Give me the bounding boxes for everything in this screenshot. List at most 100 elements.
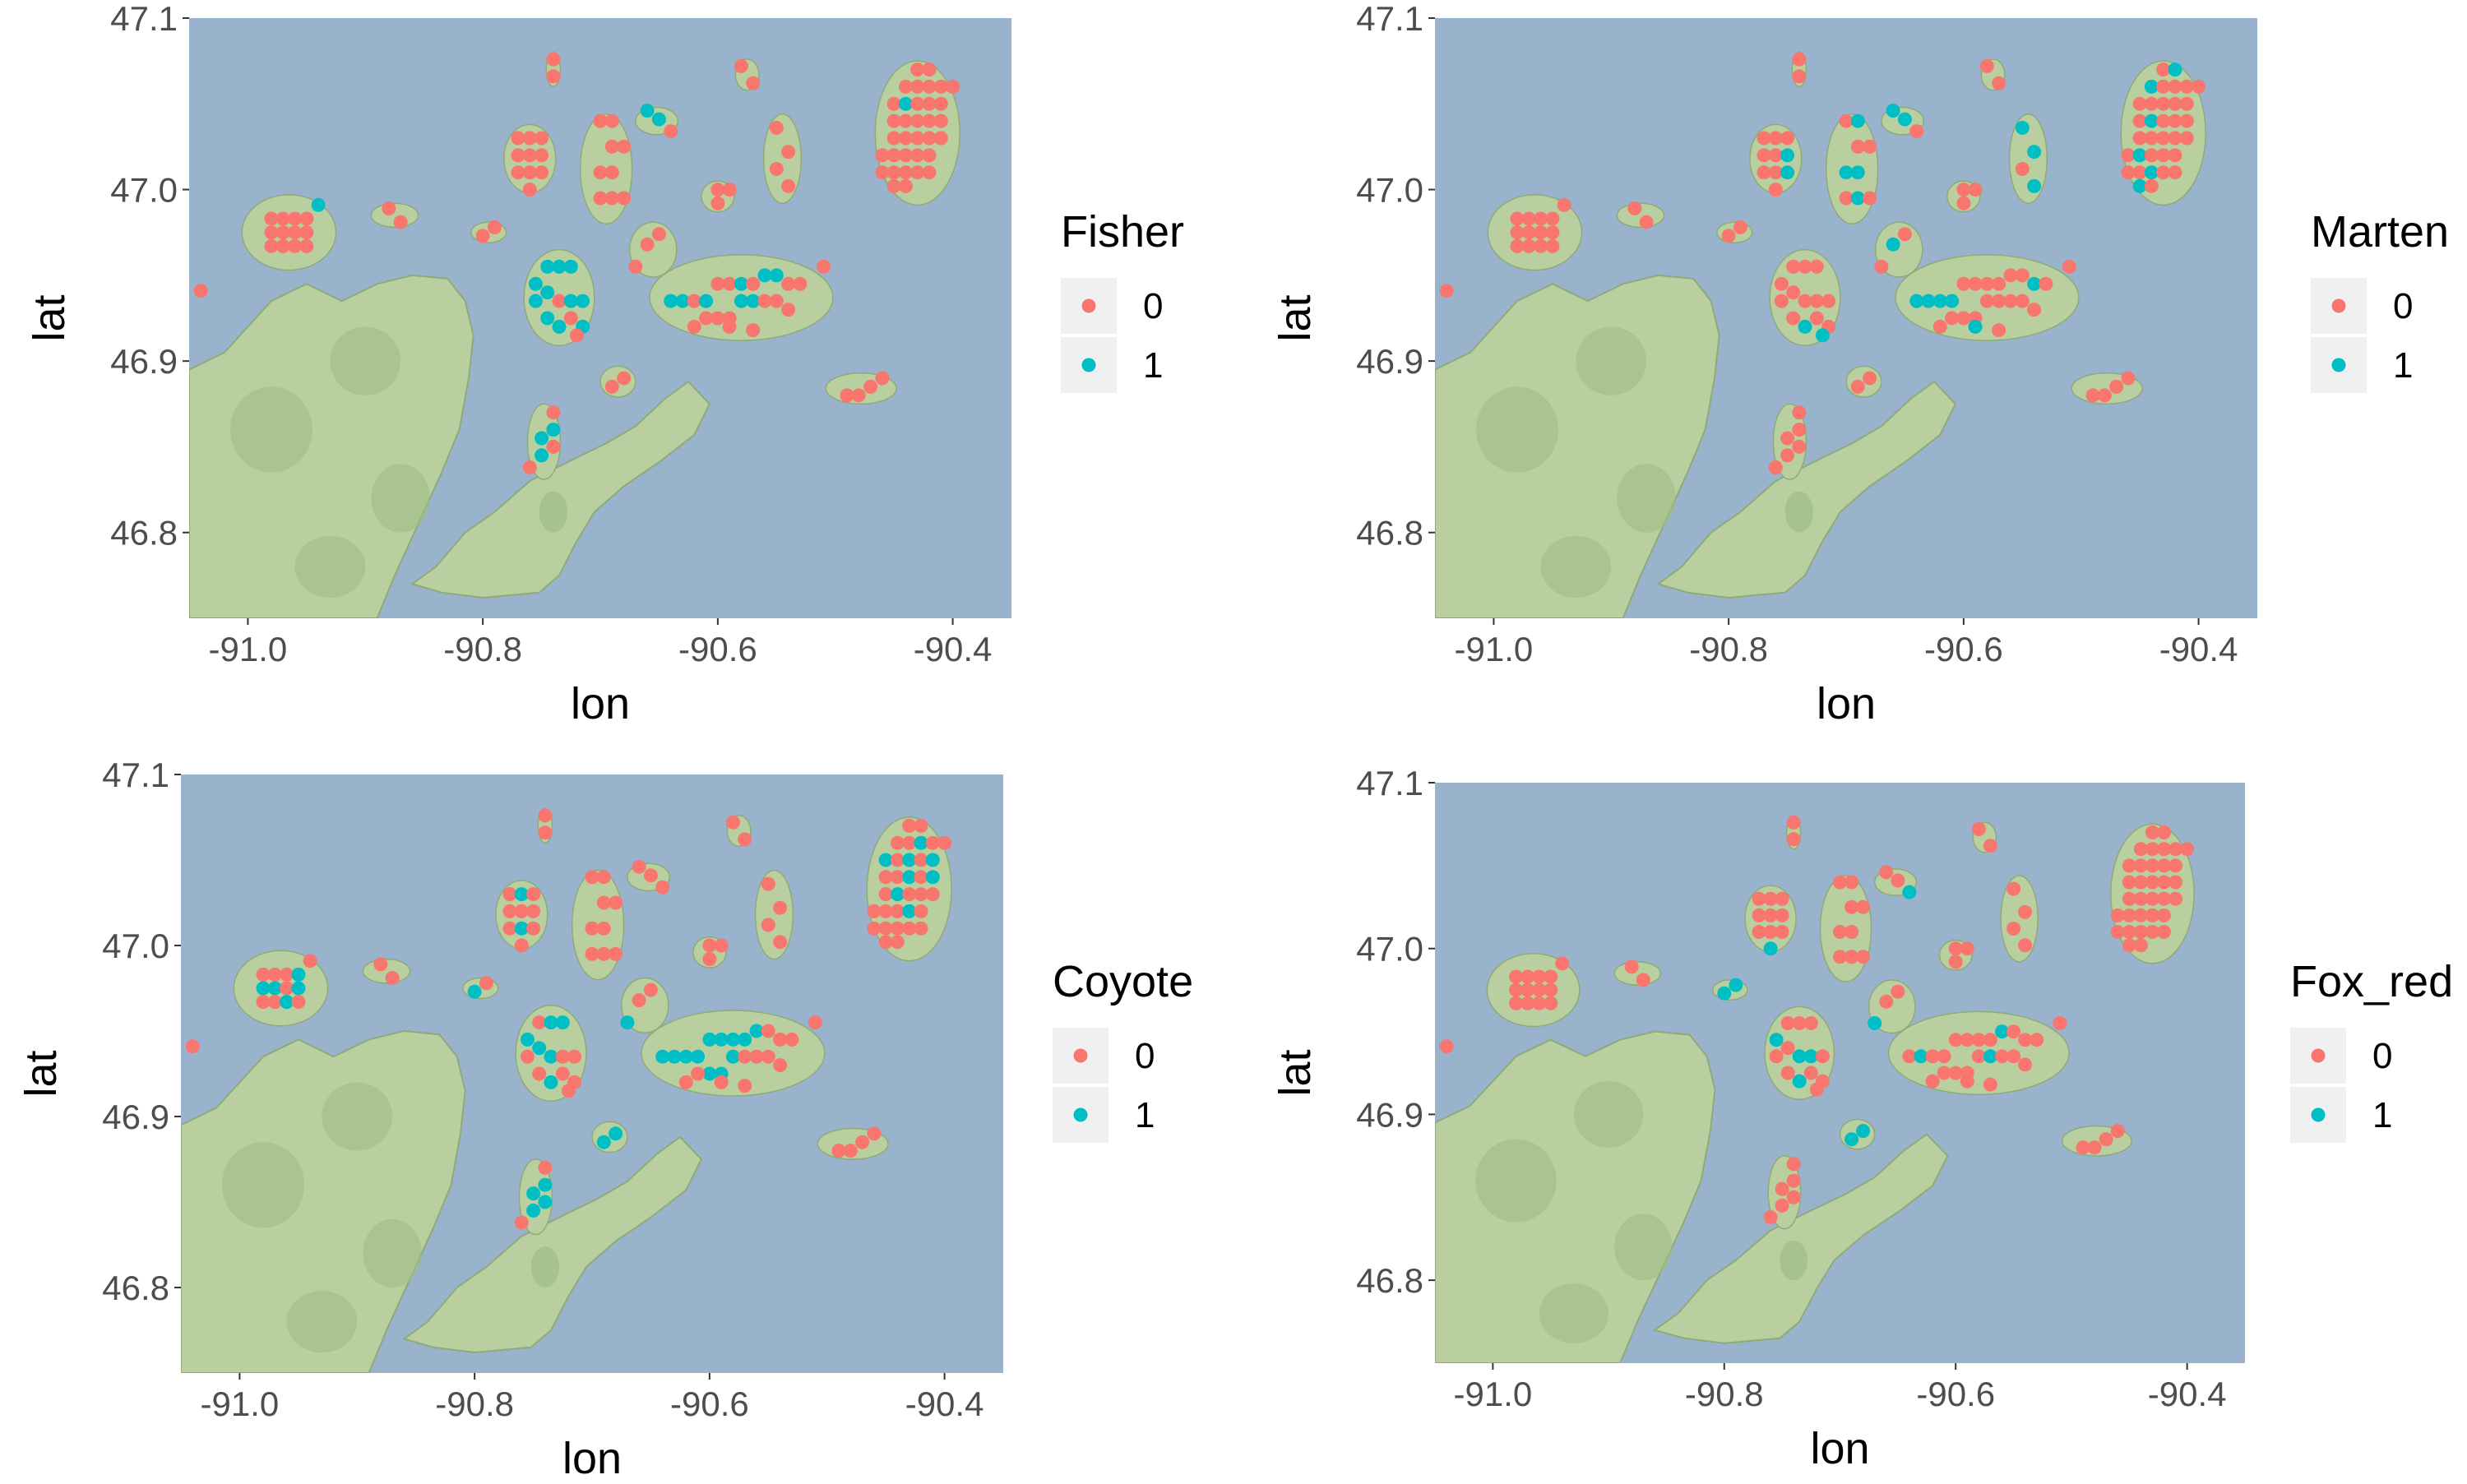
site-point-not-detected bbox=[898, 79, 913, 94]
site-point-detected bbox=[664, 294, 678, 308]
site-point-not-detected bbox=[561, 1084, 576, 1098]
site-point-not-detected bbox=[1809, 1082, 1824, 1097]
site-point-not-detected bbox=[761, 1024, 775, 1038]
site-point-not-detected bbox=[2133, 891, 2148, 906]
site-point-not-detected bbox=[299, 238, 314, 253]
site-point-not-detected bbox=[288, 211, 303, 226]
site-point-not-detected bbox=[2156, 131, 2171, 146]
site-point-not-detected bbox=[2168, 131, 2182, 146]
site-point-not-detected bbox=[1774, 276, 1789, 291]
site-point-not-detected bbox=[1803, 1066, 1818, 1080]
site-point-not-detected bbox=[851, 388, 866, 403]
site-point-not-detected bbox=[2180, 842, 2195, 857]
site-point-not-detected bbox=[933, 131, 948, 146]
legend-label: 0 bbox=[1143, 286, 1163, 326]
site-point-not-detected bbox=[1909, 124, 1924, 139]
site-point-not-detected bbox=[1879, 865, 1894, 880]
site-point-not-detected bbox=[2018, 1057, 2033, 1072]
site-point-not-detected bbox=[875, 165, 890, 180]
site-point-not-detected bbox=[373, 957, 388, 972]
site-point-not-detected bbox=[2133, 842, 2148, 857]
site-point-not-detected bbox=[2053, 1016, 2067, 1030]
site-point-not-detected bbox=[2006, 881, 2021, 896]
site-point-not-detected bbox=[1557, 197, 1571, 212]
site-point-not-detected bbox=[596, 946, 611, 961]
site-point-not-detected bbox=[769, 121, 784, 135]
site-point-not-detected bbox=[1992, 294, 2006, 308]
site-point-not-detected bbox=[643, 868, 658, 883]
site-point-not-detected bbox=[2168, 875, 2183, 890]
site-point-not-detected bbox=[291, 995, 306, 1010]
madeline-island-land bbox=[1656, 380, 1957, 599]
site-point-detected bbox=[514, 887, 529, 902]
site-point-not-detected bbox=[1521, 225, 1536, 240]
site-point-not-detected bbox=[2110, 1124, 2125, 1139]
site-point-not-detected bbox=[2085, 388, 2100, 403]
legend-key-point bbox=[1081, 358, 1096, 372]
site-point-not-detected bbox=[2122, 925, 2136, 939]
site-point-not-detected bbox=[2076, 1140, 2090, 1155]
legend-label: 1 bbox=[2372, 1095, 2392, 1135]
site-point-not-detected bbox=[878, 904, 893, 918]
site-point-not-detected bbox=[526, 904, 541, 918]
site-point-detected bbox=[651, 112, 666, 127]
site-point-not-detected bbox=[2156, 96, 2171, 111]
site-point-not-detected bbox=[520, 1049, 535, 1064]
site-point-detected bbox=[1856, 1124, 1871, 1139]
site-point-not-detected bbox=[793, 276, 808, 291]
site-point-not-detected bbox=[769, 294, 784, 308]
site-point-not-detected bbox=[1545, 238, 1560, 253]
site-point-detected bbox=[749, 1024, 764, 1038]
site-point-not-detected bbox=[522, 131, 537, 146]
y-tick-label: 46.8 bbox=[1356, 1261, 1423, 1300]
forest-patch bbox=[1573, 1081, 1644, 1148]
site-point-not-detected bbox=[781, 145, 796, 159]
site-point-not-detected bbox=[867, 904, 882, 918]
site-point-not-detected bbox=[2156, 62, 2171, 77]
site-point-not-detected bbox=[1968, 183, 1983, 197]
x-tick-label: -90.6 bbox=[1924, 630, 2003, 668]
site-point-not-detected bbox=[2145, 858, 2159, 873]
site-point-not-detected bbox=[1809, 311, 1824, 326]
x-tick-label: -90.4 bbox=[2148, 1375, 2227, 1413]
site-point-not-detected bbox=[1792, 423, 1807, 437]
x-tick-label: -91.0 bbox=[209, 630, 288, 668]
site-point-not-detected bbox=[1960, 1033, 1974, 1047]
site-point-not-detected bbox=[514, 938, 529, 953]
site-point-not-detected bbox=[2168, 842, 2183, 857]
site-point-not-detected bbox=[1960, 941, 1974, 956]
legend-title: Fox_red bbox=[2290, 957, 2453, 1006]
site-point-not-detected bbox=[1960, 1074, 1974, 1089]
y-tick-label: 47.1 bbox=[1356, 764, 1423, 802]
site-point-not-detected bbox=[1844, 925, 1859, 939]
legend: Marten 0 1 bbox=[2311, 207, 2449, 393]
site-point-not-detected bbox=[1509, 982, 1523, 997]
site-point-detected bbox=[609, 1126, 623, 1141]
site-point-detected bbox=[596, 1135, 611, 1149]
site-point-detected bbox=[528, 294, 543, 308]
site-point-not-detected bbox=[1786, 1173, 1801, 1188]
site-point-not-detected bbox=[922, 79, 937, 94]
site-point-not-detected bbox=[1774, 294, 1789, 308]
site-point-not-detected bbox=[1879, 994, 1894, 1009]
site-point-not-detected bbox=[275, 211, 290, 226]
site-point-not-detected bbox=[2145, 842, 2159, 857]
site-point-not-detected bbox=[2030, 1033, 2044, 1047]
site-point-not-detected bbox=[299, 225, 314, 240]
site-point-detected bbox=[1995, 1024, 2009, 1039]
site-point-detected bbox=[267, 981, 282, 996]
site-point-detected bbox=[532, 1041, 547, 1056]
site-point-not-detected bbox=[761, 918, 775, 932]
site-point-not-detected bbox=[867, 1126, 882, 1141]
site-point-not-detected bbox=[2144, 178, 2159, 193]
y-tick-label: 46.9 bbox=[102, 1098, 169, 1136]
site-point-not-detected bbox=[2006, 922, 2021, 936]
site-point-detected bbox=[2168, 62, 2182, 77]
site-point-not-detected bbox=[722, 319, 737, 334]
site-point-not-detected bbox=[1956, 276, 1971, 291]
site-point-not-detected bbox=[1891, 984, 1905, 999]
site-point-not-detected bbox=[2039, 276, 2053, 291]
site-point-not-detected bbox=[890, 835, 905, 850]
site-point-not-detected bbox=[1509, 969, 1523, 984]
y-tick-label: 47.1 bbox=[102, 756, 169, 794]
